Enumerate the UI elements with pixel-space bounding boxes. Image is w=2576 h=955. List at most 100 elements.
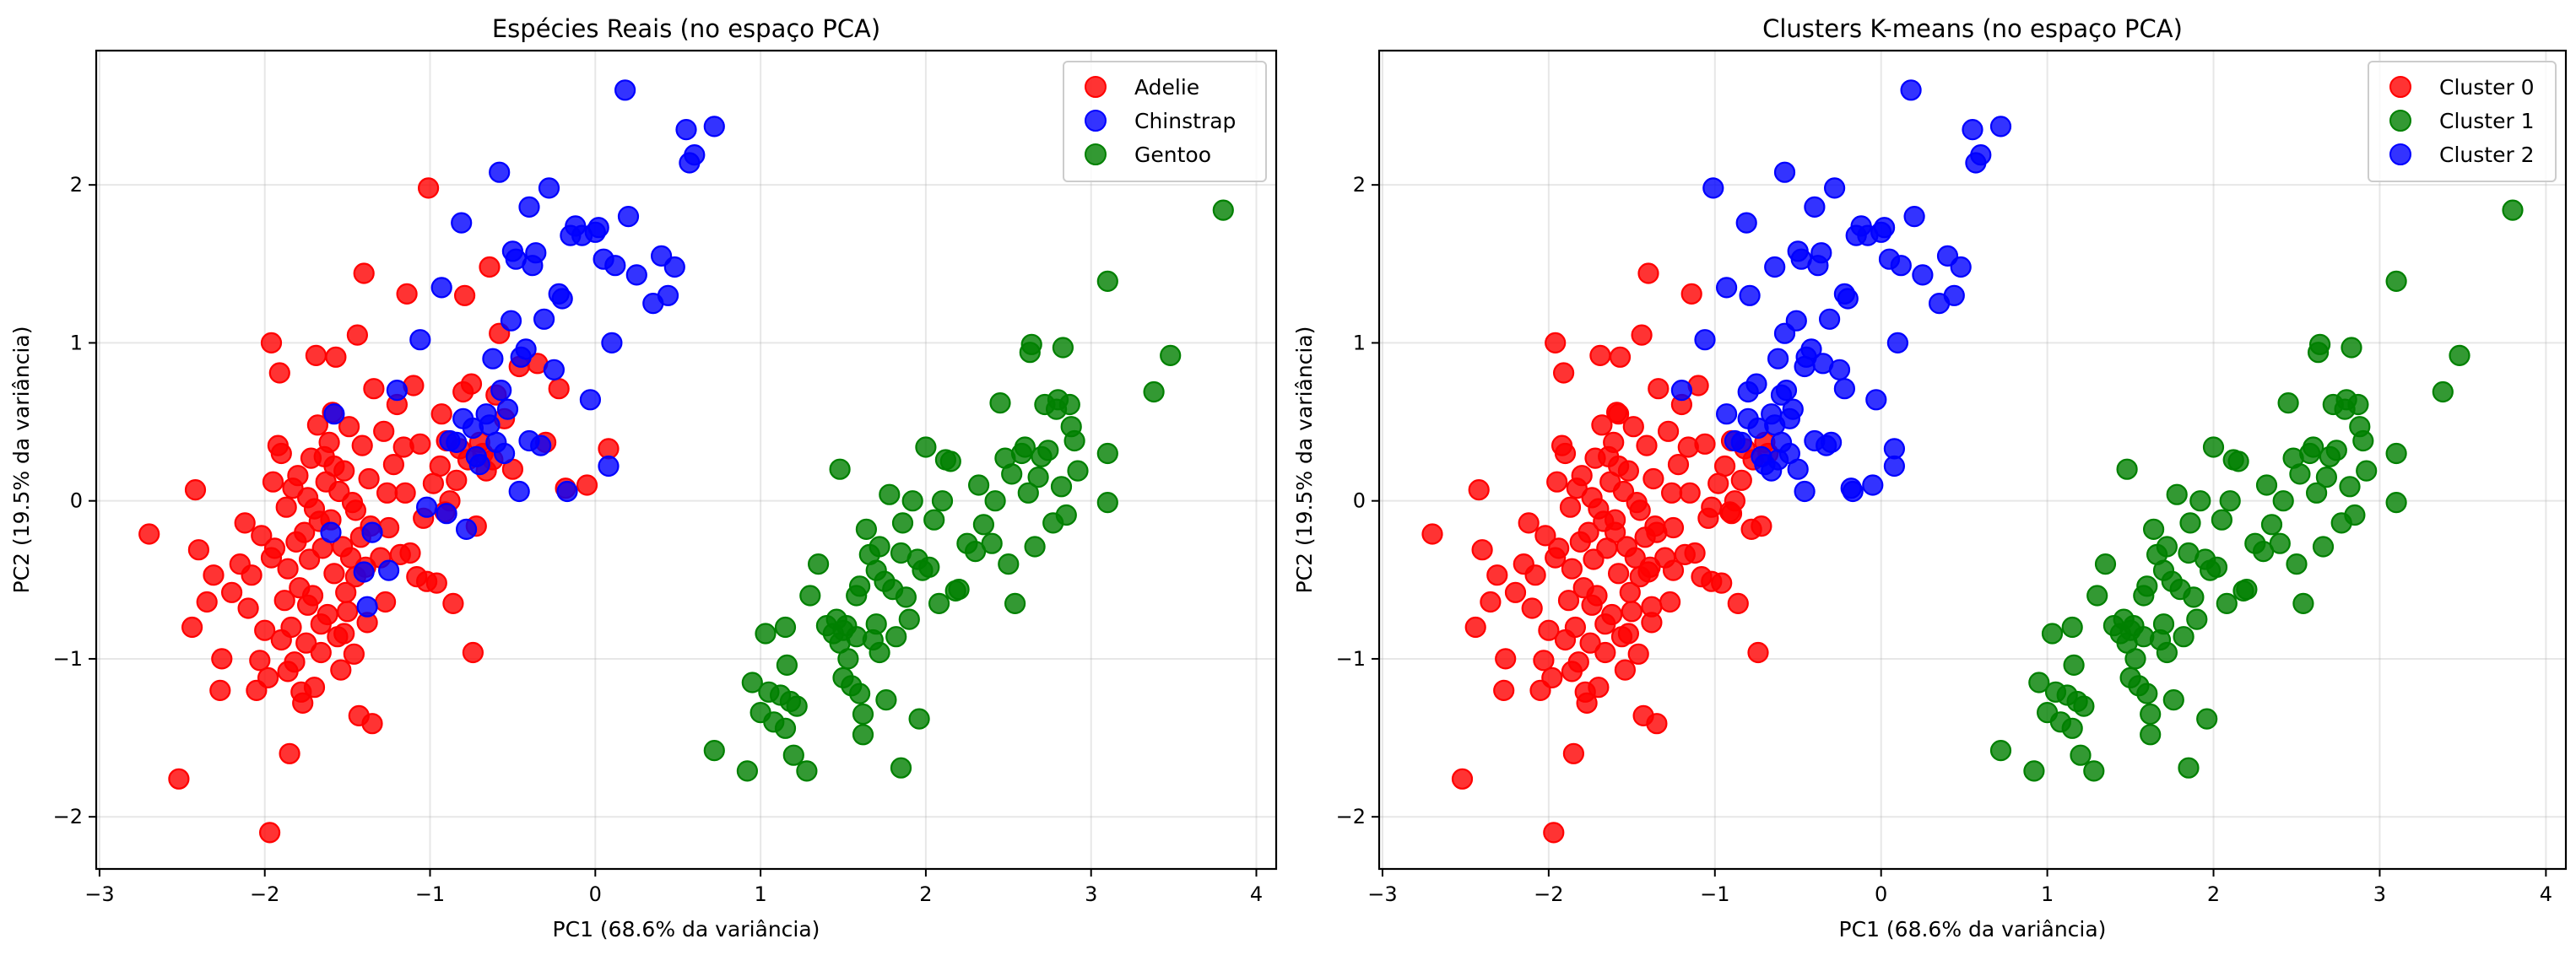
data-point [305, 344, 327, 366]
data-point [657, 284, 679, 306]
data-point [2339, 476, 2361, 498]
data-point [361, 521, 383, 543]
data-point [1662, 559, 1685, 581]
data-point [1900, 79, 1922, 101]
data-point [2385, 270, 2407, 292]
data-point [869, 536, 890, 558]
data-point [587, 217, 609, 239]
data-point [891, 512, 914, 534]
data-point [1067, 460, 1089, 482]
data-point [1576, 692, 1598, 715]
data-point [1764, 256, 1786, 278]
data-point [270, 442, 292, 465]
data-point [928, 592, 950, 615]
data-point [436, 503, 457, 525]
data-point [262, 471, 284, 493]
data-point [1670, 380, 1693, 402]
data-point [260, 332, 283, 353]
data-point [353, 262, 375, 284]
data-point [2070, 744, 2092, 766]
data-point [901, 490, 923, 512]
data-point [2156, 641, 2178, 664]
data-point [2041, 623, 2064, 645]
data-point [1561, 661, 1583, 683]
data-point [254, 619, 276, 641]
data-point [1950, 256, 1972, 278]
data-point [755, 623, 777, 645]
y-tick-label: 1 [1353, 331, 1366, 354]
data-point [2178, 757, 2200, 779]
data-point [1052, 337, 1074, 359]
data-point [2124, 648, 2146, 670]
data-point [604, 255, 626, 277]
data-point [2227, 451, 2249, 472]
data-point [625, 264, 647, 286]
data-point [209, 679, 231, 702]
data-point [1837, 288, 1859, 310]
legend-label: Chinstrap [1134, 109, 1236, 133]
data-point [268, 362, 290, 384]
data-point [684, 144, 706, 166]
data-point [241, 564, 262, 586]
data-point [1629, 499, 1651, 521]
data-point [1055, 504, 1077, 526]
data-point [376, 482, 398, 504]
data-point [455, 518, 478, 541]
data-point [774, 717, 797, 739]
data-point [2156, 536, 2178, 558]
data-point [1524, 564, 1546, 586]
data-point [1637, 561, 1659, 583]
data-point [234, 512, 256, 534]
data-point [399, 542, 421, 564]
data-point [1607, 455, 1630, 478]
data-point [912, 559, 934, 581]
legend-marker [2389, 110, 2411, 132]
data-point [1833, 378, 1855, 400]
data-point [2289, 463, 2311, 485]
x-tick-label: 4 [1250, 882, 1263, 906]
data-point [1561, 558, 1583, 580]
data-point [2063, 654, 2085, 677]
x-tick-label: −2 [1534, 882, 1563, 906]
data-point [2219, 490, 2241, 512]
data-point [386, 380, 408, 402]
data-point [1865, 389, 1887, 411]
data-point [1903, 206, 1925, 228]
data-point [915, 436, 937, 458]
data-point [1659, 591, 1681, 613]
data-point [1027, 466, 1049, 488]
data-point [837, 648, 859, 670]
data-point [1143, 380, 1165, 403]
data-point [2094, 553, 2117, 575]
data-point [277, 661, 299, 683]
data-point [1622, 416, 1644, 438]
data-point [351, 434, 373, 456]
data-point [865, 559, 887, 581]
data-point [1745, 373, 1767, 395]
data-point [981, 532, 1003, 554]
data-point [1989, 116, 2012, 138]
data-point [425, 572, 447, 594]
data-point [1545, 547, 1567, 569]
data-point [462, 641, 484, 664]
data-point [1739, 284, 1761, 306]
data-point [1667, 453, 1690, 476]
data-point [1607, 563, 1630, 585]
data-point [416, 496, 438, 518]
data-point [1883, 455, 1905, 478]
data-point [1890, 255, 1912, 277]
data-point [1694, 433, 1716, 455]
data-point [1594, 613, 1616, 635]
data-point [2179, 512, 2201, 534]
y-axis-label: PC2 (19.5% da variância) [9, 326, 34, 594]
data-point [1581, 594, 1603, 616]
data-point [1680, 283, 1702, 305]
data-point [2347, 393, 2369, 416]
data-point [2236, 578, 2258, 601]
data-point [703, 739, 725, 762]
data-point [2255, 474, 2278, 496]
legend-label: Adelie [1134, 75, 1199, 100]
data-point [869, 641, 890, 664]
data-point [2309, 333, 2331, 355]
